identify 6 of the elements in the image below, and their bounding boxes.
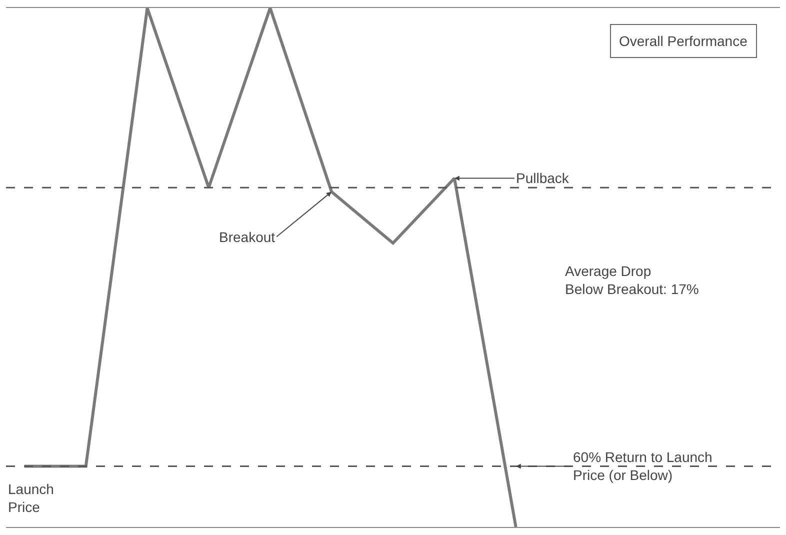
- text: Overall Performance: [619, 33, 748, 49]
- annotation: Breakout: [219, 229, 276, 245]
- text: 60% Return to Launch Price (or Below): [573, 449, 712, 484]
- text: Average Drop Below Breakout: 17%: [565, 263, 699, 298]
- annotation: Pullback: [516, 170, 570, 186]
- annotation: Launch Price: [8, 481, 54, 516]
